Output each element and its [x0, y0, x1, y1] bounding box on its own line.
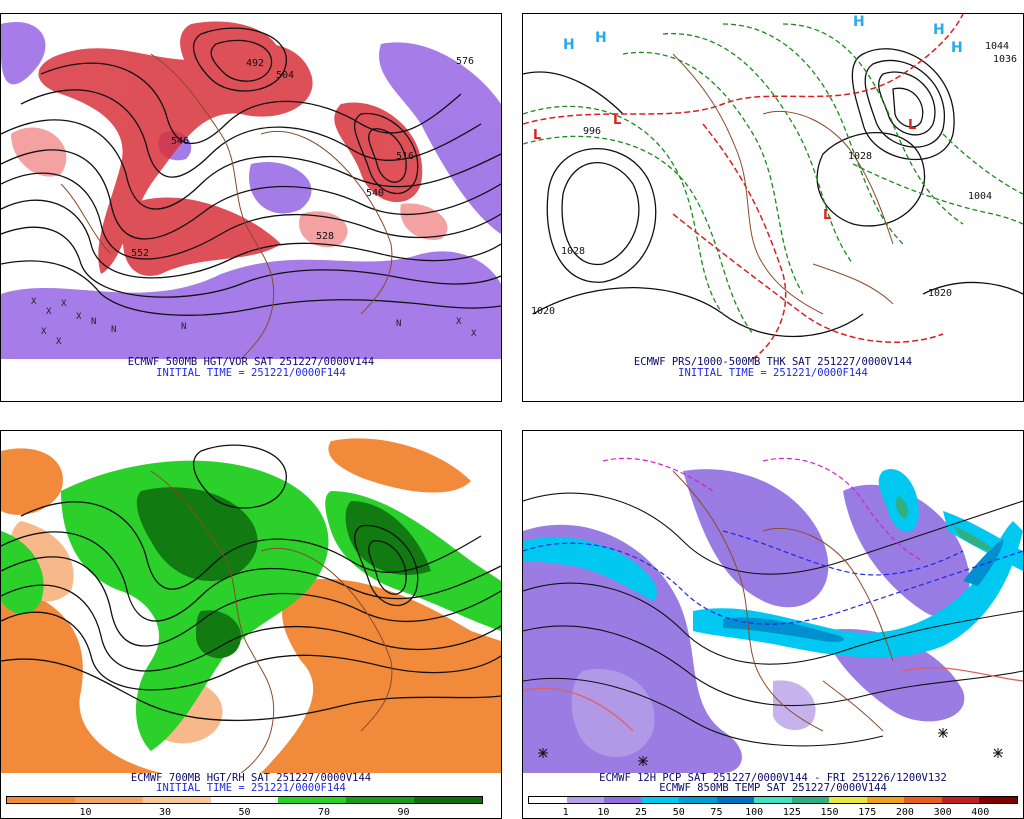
precip-tick: 175 — [858, 807, 877, 818]
panel-700mb-rh: ECMWF 700MB HGT/RH SAT 251227/0000V144 I… — [0, 430, 502, 819]
svg-text:H: H — [595, 30, 607, 46]
caption-line1: ECMWF PRS/1000-500MB THK SAT 251227/0000… — [633, 356, 913, 368]
precip-tick: 400 — [971, 807, 990, 818]
isobar-label-1044: 1044 — [985, 41, 1009, 52]
rh-colorbar — [6, 796, 483, 804]
precip-colorbar-swatch — [941, 797, 980, 803]
svg-text:H: H — [933, 22, 945, 38]
svg-text:X: X — [61, 299, 67, 309]
contour-label-528: 528 — [316, 231, 334, 242]
rh-colorbar-ticks: 10 30 50 70 90 — [6, 807, 483, 818]
caption-initial-time: INITIAL TIME = 251221/0000F144 — [156, 782, 346, 794]
precip-colorbar-swatch — [566, 797, 605, 803]
svg-text:N: N — [396, 319, 401, 329]
rh-colorbar-swatch — [7, 797, 75, 803]
precip-colorbar — [528, 796, 1018, 804]
isobar-label-1036: 1036 — [993, 54, 1017, 65]
precip-colorbar-swatch — [791, 797, 830, 803]
caption-line1: ECMWF 500MB HGT/VOR SAT 251227/0000V144 — [127, 356, 375, 368]
svg-text:X: X — [56, 337, 62, 347]
svg-text:X: X — [456, 317, 462, 327]
contour-label-540: 540 — [366, 188, 384, 199]
map-700mb-rh — [1, 431, 501, 773]
svg-text:H: H — [563, 37, 575, 53]
isobar-label-1028: 1028 — [561, 246, 585, 257]
precip-tick: 25 — [635, 807, 648, 818]
caption-line2: ECMWF 850MB TEMP SAT 251227/0000V144 — [659, 782, 887, 794]
isobar-label-1020b: 1020 — [928, 288, 952, 299]
svg-text:N: N — [91, 317, 96, 327]
rh-colorbar-swatch — [210, 797, 279, 803]
precip-colorbar-swatch — [754, 797, 792, 803]
isobar-label-996: 996 — [583, 126, 601, 137]
precip-colorbar-swatch — [679, 797, 717, 803]
rh-tick: 70 — [317, 807, 331, 818]
precip-colorbar-swatch — [604, 797, 642, 803]
precip-colorbar-swatch — [641, 797, 680, 803]
rh-tick: 10 — [79, 807, 92, 818]
contour-label-546: 546 — [171, 136, 189, 147]
precip-colorbar-ticks: 1 10 25 50 75 100 125 150 175 200 300 400 — [528, 807, 1018, 818]
isobar-label-1020: 1020 — [531, 306, 555, 317]
svg-text:N: N — [181, 322, 186, 332]
contour-label-492: 492 — [246, 58, 264, 69]
svg-text:X: X — [41, 327, 47, 337]
precip-colorbar-swatch — [904, 797, 942, 803]
precip-tick: 125 — [782, 807, 801, 818]
svg-text:L: L — [908, 118, 916, 133]
svg-text:H: H — [951, 40, 963, 56]
caption-initial-time: INITIAL TIME = 251221/0000F144 — [678, 367, 868, 379]
precip-tick: 100 — [745, 807, 764, 818]
rh-colorbar-swatch — [142, 797, 211, 803]
map-precip-850mb-temp — [523, 431, 1023, 773]
precip-tick: 200 — [895, 807, 914, 818]
precip-tick: 10 — [597, 807, 610, 818]
contour-label-552: 552 — [131, 248, 149, 259]
rh-colorbar-swatch — [346, 797, 415, 803]
svg-text:L: L — [613, 113, 621, 128]
svg-text:L: L — [533, 128, 541, 143]
svg-text:X: X — [76, 312, 82, 322]
svg-text:X: X — [471, 329, 477, 339]
rh-colorbar-swatch — [278, 797, 347, 803]
contour-label-504: 504 — [276, 70, 294, 81]
precip-tick: 1 — [562, 807, 569, 818]
precip-colorbar-swatch — [866, 797, 905, 803]
caption-line1: ECMWF 12H PCP SAT 251227/0000V144 - FRI … — [599, 772, 947, 784]
isobar-label-1028b: 1028 — [848, 151, 872, 162]
svg-text:L: L — [823, 208, 831, 223]
precip-colorbar-swatch — [529, 797, 567, 803]
rh-colorbar-swatch — [74, 797, 143, 803]
contour-label-516: 516 — [396, 151, 414, 162]
precip-tick: 150 — [820, 807, 839, 818]
isobar-label-1004: 1004 — [968, 191, 992, 202]
precip-tick: 75 — [710, 807, 723, 818]
svg-text:N: N — [111, 325, 116, 335]
rh-tick: 30 — [158, 807, 171, 818]
rh-tick: 90 — [397, 807, 410, 818]
precip-colorbar-swatch — [829, 797, 867, 803]
precip-colorbar-swatch — [979, 797, 1017, 803]
svg-text:H: H — [853, 14, 865, 30]
panel-precip-850mb-temp: ECMWF 12H PCP SAT 251227/0000V144 - FRI … — [522, 430, 1024, 819]
rh-colorbar-swatch — [414, 797, 483, 803]
precip-tick: 300 — [933, 807, 952, 818]
caption-line1: ECMWF 700MB HGT/RH SAT 251227/0000V144 — [130, 772, 372, 784]
caption-initial-time: INITIAL TIME = 251221/0000F144 — [156, 367, 346, 379]
rh-tick: 50 — [238, 807, 251, 818]
precip-tick: 50 — [672, 807, 685, 818]
precip-colorbar-swatch — [716, 797, 755, 803]
contour-label-576: 576 — [456, 56, 474, 67]
svg-text:X: X — [46, 307, 52, 317]
svg-text:X: X — [31, 297, 37, 307]
map-sfc-pressure-thickness: H HH HH LL LL 1028 1020 1028 1004 1020 1036… — [523, 14, 1023, 359]
